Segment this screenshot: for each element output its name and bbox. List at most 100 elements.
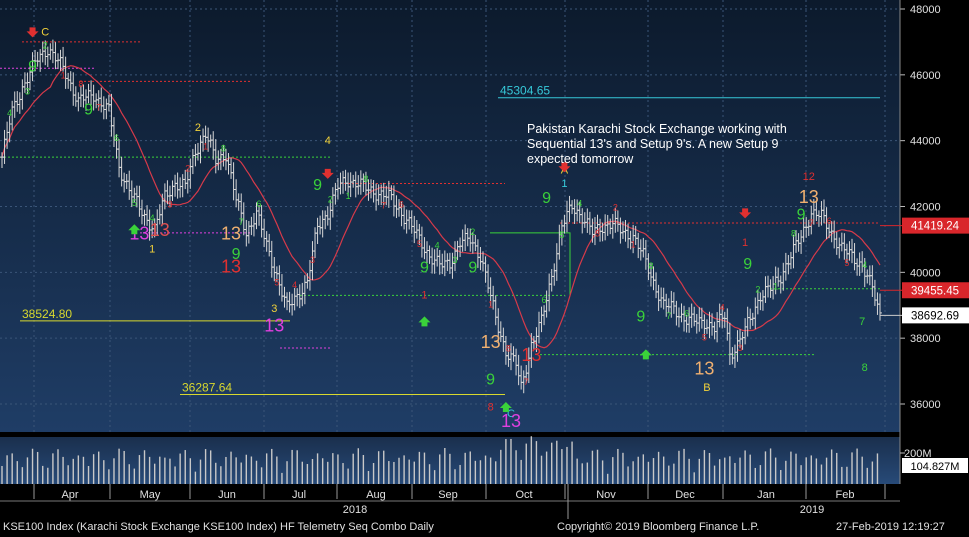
td-small-count: 6 xyxy=(114,133,119,143)
td-small-count: 2 xyxy=(328,194,333,204)
td-arrow xyxy=(558,162,571,173)
x-tick-label: Apr xyxy=(61,489,78,501)
td-small-count: 5 xyxy=(559,230,564,240)
y-tick-label: 48000 xyxy=(910,4,941,16)
td-small-count: 7 xyxy=(96,102,101,112)
td-small-count: 5 xyxy=(702,332,707,342)
td-small-count: 8 xyxy=(363,174,368,184)
td-small-count: 8 xyxy=(221,144,226,154)
td-small-count: 4 xyxy=(435,240,440,250)
td-count-label: 7 xyxy=(859,316,865,328)
td-small-count: 1 xyxy=(631,240,636,250)
td-count-label: 8 xyxy=(488,402,494,414)
td-small-count: 3 xyxy=(25,87,30,97)
td-small-count: 4 xyxy=(862,260,867,270)
price-panel-background xyxy=(0,0,900,432)
td-small-count: 4 xyxy=(720,302,725,312)
td-count-label: 9 xyxy=(486,371,495,388)
td-small-count: 6 xyxy=(827,216,832,226)
td-small-count: 7 xyxy=(809,218,814,228)
td-small-count: 3 xyxy=(452,255,457,265)
td-small-count: 1 xyxy=(203,141,208,151)
td-count-label: 9 xyxy=(232,246,241,263)
td-small-count: 8 xyxy=(506,343,511,353)
td-count-label: 13 xyxy=(150,220,170,240)
td-count-label: C xyxy=(41,26,49,38)
td-small-count: 6 xyxy=(399,199,404,209)
footer-security-label: KSE100 Index (Karachi Stock Exchange KSE… xyxy=(3,521,434,533)
td-small-count: 6 xyxy=(542,295,547,305)
x-tick-label: Oct xyxy=(515,489,532,501)
x-tick-label: Jul xyxy=(292,489,306,501)
td-small-count: 1 xyxy=(346,191,351,201)
panel-separator xyxy=(0,432,969,437)
current-value-badge xyxy=(902,307,969,324)
td-count-label: 9 xyxy=(84,101,93,118)
td-count-label: 9 xyxy=(743,256,752,273)
td-count-label: 13 xyxy=(221,223,241,243)
level-label: 45304.65 xyxy=(500,84,550,98)
td-count-label: 9 xyxy=(542,190,551,207)
x-tick-label: Jan xyxy=(757,489,775,501)
td-small-count: 4 xyxy=(7,108,12,118)
td-small-count: 8 xyxy=(78,79,83,89)
x-tick-label: Nov xyxy=(596,489,616,501)
td-count-label: C xyxy=(507,408,515,420)
volume-tick-label: 200M xyxy=(904,448,932,460)
td-small-count: 3 xyxy=(310,255,315,265)
td-small-count: 6 xyxy=(257,199,262,209)
td-count-label: 3 xyxy=(271,303,277,315)
footer-bar: KSE100 Index (Karachi Stock Exchange KSE… xyxy=(0,519,969,537)
td-count-label: 13 xyxy=(481,332,501,352)
td-small-count: 8 xyxy=(791,229,796,239)
td-count-label: 13 xyxy=(501,411,521,431)
td-count-label: 13 xyxy=(799,187,819,207)
td-setup-line xyxy=(490,232,571,296)
td-arrow xyxy=(739,208,752,219)
moving-average-line xyxy=(1,65,881,349)
y-tick-label: 44000 xyxy=(910,136,941,148)
x-tick-label: Dec xyxy=(675,489,695,501)
td-arrow xyxy=(639,349,652,360)
annotation-text: expected tomorrow xyxy=(527,152,634,166)
td-small-count: 4 xyxy=(150,213,155,223)
td-count-label: 8 xyxy=(862,362,868,374)
td-small-count: 3 xyxy=(595,229,600,239)
current-value-badge xyxy=(902,217,969,234)
td-small-count: 2 xyxy=(470,227,475,237)
td-count-label: 13 xyxy=(264,316,284,336)
year-label: 2019 xyxy=(800,504,824,516)
td-count-label: 13 xyxy=(694,358,714,378)
td-count-label: 9 xyxy=(468,259,477,276)
annotation-text: Sequential 13's and Setup 9's. A new Set… xyxy=(527,137,779,151)
footer-copyright: Copyright© 2019 Bloomberg Finance L.P. xyxy=(557,521,760,533)
td-count-label: 12 xyxy=(803,171,815,183)
td-small-count: 1 xyxy=(488,300,493,310)
td-small-count: 7 xyxy=(239,217,244,227)
td-count-label: 9 xyxy=(28,59,37,76)
td-small-count: 1 xyxy=(61,70,66,80)
td-count-label: 9 xyxy=(420,259,429,276)
td-small-count: 2 xyxy=(613,202,618,212)
td-small-count: 7 xyxy=(666,311,671,321)
annotation-text: Pakistan Karachi Stock Exchange working … xyxy=(527,122,787,136)
current-volume-label: 104.827M xyxy=(911,461,960,473)
td-count-label: 2 xyxy=(195,122,201,134)
y-tick-label: 38000 xyxy=(910,333,941,345)
td-small-count: 5 xyxy=(417,239,422,249)
td-arrow xyxy=(418,316,431,327)
current-volume-badge xyxy=(902,458,968,473)
td-count-label: 9 xyxy=(797,207,806,224)
td-small-count: 5 xyxy=(844,258,849,268)
td-count-label: 1 xyxy=(149,244,155,256)
td-small-count: 2 xyxy=(185,164,190,174)
y-tick-label: 40000 xyxy=(910,267,941,279)
td-small-count: 4 xyxy=(577,199,582,209)
td-arrow xyxy=(26,27,39,38)
x-tick-label: Sep xyxy=(438,489,458,501)
td-arrow xyxy=(128,224,141,235)
td-count-label: 1 xyxy=(561,178,567,190)
x-tick-label: Jun xyxy=(218,489,236,501)
